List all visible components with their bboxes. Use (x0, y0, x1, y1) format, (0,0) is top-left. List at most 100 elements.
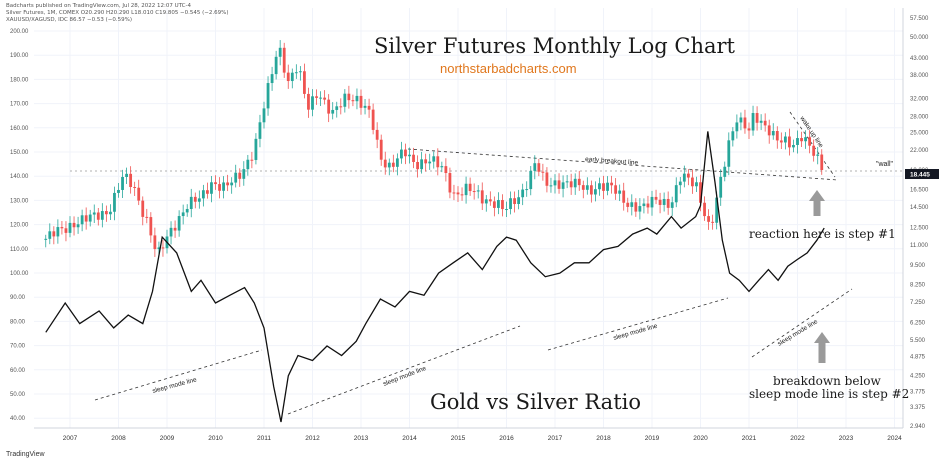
ratio-title: Gold vs Silver Ratio (430, 390, 642, 414)
candle-body (557, 180, 561, 189)
left-tick-label: 170.00 (10, 102, 29, 108)
candle-body (201, 190, 205, 199)
candle-body (327, 99, 331, 114)
candle-body (412, 154, 415, 162)
candle-body (594, 189, 597, 195)
right-tick-label: 5.500 (910, 338, 926, 344)
candle-body (294, 72, 298, 74)
ratio-legend: XAUUSD/XAGUSD, IDC 86.57 −0.53 (−0.59%) (6, 17, 133, 23)
left-tick-label: 130.00 (10, 198, 29, 204)
candle-body (788, 136, 791, 148)
candle-body (133, 187, 137, 189)
left-tick-label: 90.00 (10, 295, 26, 301)
candle-body (56, 227, 60, 237)
candle-body (193, 196, 197, 202)
candle-body (298, 71, 302, 73)
candle-body (456, 192, 460, 195)
step1-arrow-shaft (813, 200, 821, 216)
right-tick-label: 6.250 (910, 321, 926, 327)
candle-body (44, 238, 48, 240)
candle-body (581, 185, 585, 190)
candle-body (408, 154, 411, 157)
candle-body (88, 214, 92, 222)
candle-body (525, 189, 529, 191)
website-link[interactable]: northstarbadcharts.com (440, 61, 577, 76)
candle-body (711, 221, 715, 223)
candle-body (727, 140, 731, 167)
left-tick-label: 150.00 (10, 150, 29, 156)
candle-body (141, 200, 145, 217)
candle-body (501, 200, 504, 210)
candle-body (121, 176, 124, 190)
candle-body (375, 129, 379, 140)
candle-body (177, 216, 181, 231)
right-tick-label: 14.500 (910, 205, 929, 211)
left-tick-label: 40.00 (10, 416, 26, 422)
candle-body (650, 196, 654, 208)
candle-body (731, 131, 735, 141)
candle-body (238, 172, 242, 179)
candle-body (569, 181, 573, 188)
candle-body (767, 125, 771, 136)
candle-body (626, 202, 630, 207)
candle-body (505, 209, 508, 211)
candle-body (387, 162, 391, 168)
candle-body (719, 176, 723, 198)
candle-body (323, 97, 327, 100)
candle-body (804, 137, 807, 142)
candle-body (436, 156, 440, 168)
candle-body (654, 196, 658, 200)
candle-body (145, 216, 149, 218)
candle-body (618, 190, 622, 194)
candle-body (210, 182, 213, 194)
candle-body (226, 182, 230, 186)
candle-body (513, 198, 516, 204)
candle-body (537, 163, 541, 172)
x-tick-label: 2007 (63, 435, 78, 442)
candle-body (383, 159, 387, 168)
candle-body (472, 191, 476, 193)
candle-body (565, 181, 569, 183)
candle-body (602, 183, 605, 191)
candle-body (549, 185, 553, 187)
right-tick-label: 32.000 (910, 96, 929, 102)
candle-body (100, 211, 104, 220)
candle-body (678, 181, 682, 186)
left-tick-label: 70.00 (10, 344, 26, 350)
candle-body (109, 211, 112, 215)
candle-body (315, 96, 318, 98)
x-tick-label: 2011 (257, 435, 271, 442)
candle-body (497, 200, 500, 208)
wake-up-line (789, 111, 836, 178)
left-tick-label: 160.00 (10, 126, 29, 132)
step2-arrow-shaft (818, 342, 826, 363)
candle-body (440, 166, 444, 168)
candle-body (351, 100, 355, 102)
candle-body (303, 71, 306, 94)
candle-body (400, 149, 403, 159)
right-tick-label: 2.940 (910, 424, 926, 430)
candle-body (363, 105, 367, 108)
step2-note-line1: breakdown below (773, 374, 881, 388)
candle-body (420, 159, 424, 170)
candle-body (484, 199, 488, 204)
left-tick-label: 140.00 (10, 174, 29, 180)
candle-body (779, 140, 783, 143)
candle-body (270, 74, 274, 84)
right-tick-label: 4.250 (910, 373, 926, 379)
candle-body (747, 128, 751, 131)
last-price-label: 18.445 (910, 172, 930, 179)
candle-body (76, 224, 80, 228)
right-tick-label: 4.875 (910, 355, 926, 361)
candle-body (589, 185, 593, 195)
candle-body (246, 159, 250, 170)
candle-body (68, 222, 72, 233)
candle-body (286, 72, 290, 82)
right-tick-label: 38.000 (910, 73, 929, 79)
candle-body (331, 109, 335, 114)
candle-body (735, 122, 739, 132)
right-tick-label: 9.500 (910, 263, 926, 269)
candle-body (509, 198, 512, 210)
candle-body (763, 120, 767, 126)
candle-body (464, 183, 468, 196)
